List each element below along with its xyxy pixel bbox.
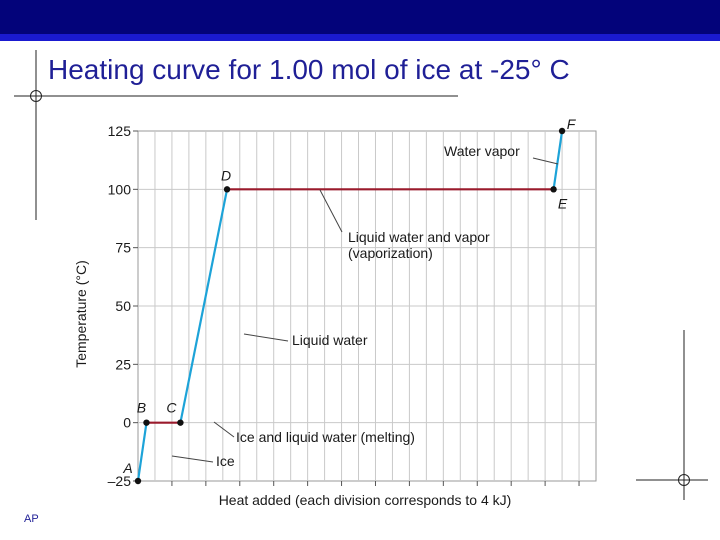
data-point-b [143, 419, 150, 426]
curve-segment-solid [136, 421, 148, 483]
y-tick-label: 50 [115, 298, 131, 314]
annotation-label: Ice and liquid water (melting) [236, 429, 415, 445]
annotation-label: Liquid water [292, 332, 368, 348]
data-point-a [134, 477, 142, 485]
annotation-label: Ice [216, 453, 235, 469]
crosshair-top-left [14, 50, 458, 220]
annotation-leader-line [171, 455, 214, 463]
data-point-d [223, 186, 231, 193]
annotation-label: Liquid water and vapor [348, 229, 490, 245]
y-tick-label: 75 [115, 240, 131, 256]
y-tick-label: –25 [108, 473, 132, 489]
data-point-f [558, 127, 566, 135]
y-tick-label: 0 [123, 415, 131, 431]
curve-segment-liquid [179, 188, 229, 424]
header-bar [0, 0, 720, 34]
y-tick-label: 125 [108, 123, 132, 139]
point-label-c: C [166, 400, 177, 416]
header-stripe [0, 34, 720, 41]
slide-title: Heating curve for 1.00 mol of ice at -25… [48, 54, 570, 85]
x-axis-label: Heat added (each division corresponds to… [219, 492, 512, 508]
annotation-leader-line [532, 157, 559, 165]
annotation-leader-line [213, 421, 235, 438]
y-axis-label: Temperature (°C) [73, 260, 89, 368]
point-label-e: E [558, 195, 568, 211]
y-tick-label: 100 [108, 181, 132, 197]
annotation-label: Water vapor [444, 143, 520, 159]
curve-segment-vapor [552, 129, 564, 191]
point-label-b: B [137, 400, 146, 416]
data-point-e [550, 186, 557, 193]
y-tick-label: 25 [115, 356, 131, 372]
crosshair-bottom-right [636, 330, 708, 500]
annotation-label: (vaporization) [348, 245, 433, 261]
point-label-a: A [122, 460, 132, 476]
point-label-d: D [221, 167, 231, 183]
data-point-c [177, 419, 184, 426]
annotation-leader-line [243, 333, 289, 342]
point-label-f: F [567, 116, 577, 132]
footer-label: AP [24, 513, 39, 525]
annotation-leader-line [319, 189, 343, 233]
